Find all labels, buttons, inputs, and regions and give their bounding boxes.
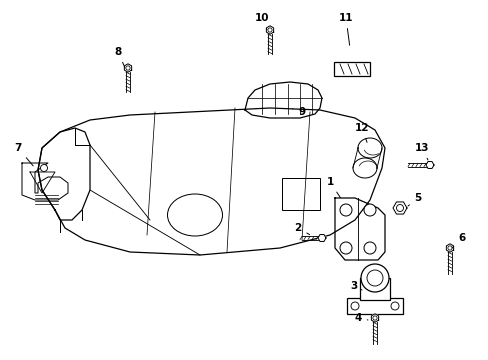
Circle shape [339,242,351,254]
Text: 10: 10 [254,13,269,30]
Text: 1: 1 [325,177,340,198]
Text: 6: 6 [451,233,465,248]
Circle shape [41,165,47,171]
Text: 11: 11 [338,13,352,45]
Polygon shape [446,244,453,252]
Circle shape [390,302,398,310]
Circle shape [125,66,130,70]
Text: 7: 7 [14,143,33,166]
Circle shape [339,204,351,216]
Polygon shape [392,202,406,214]
Polygon shape [124,64,131,72]
Text: 2: 2 [294,223,309,235]
Bar [282,178,319,210]
Bar [333,62,369,76]
Text: 5: 5 [407,193,421,206]
Circle shape [350,302,358,310]
Circle shape [366,270,382,286]
Circle shape [267,28,271,32]
Circle shape [396,204,403,211]
Text: 9: 9 [292,107,305,117]
Polygon shape [425,162,433,168]
Ellipse shape [167,194,222,236]
Polygon shape [266,26,273,34]
Text: 3: 3 [350,281,361,291]
Bar [346,298,402,314]
Polygon shape [370,314,378,322]
Circle shape [360,264,388,292]
Text: 12: 12 [354,123,368,143]
Circle shape [363,204,375,216]
Circle shape [447,246,451,250]
Text: 8: 8 [114,47,124,67]
Polygon shape [317,234,325,242]
Circle shape [372,316,376,320]
Text: 4: 4 [354,313,367,323]
Text: 13: 13 [414,143,428,160]
Bar [359,278,389,300]
Circle shape [363,242,375,254]
